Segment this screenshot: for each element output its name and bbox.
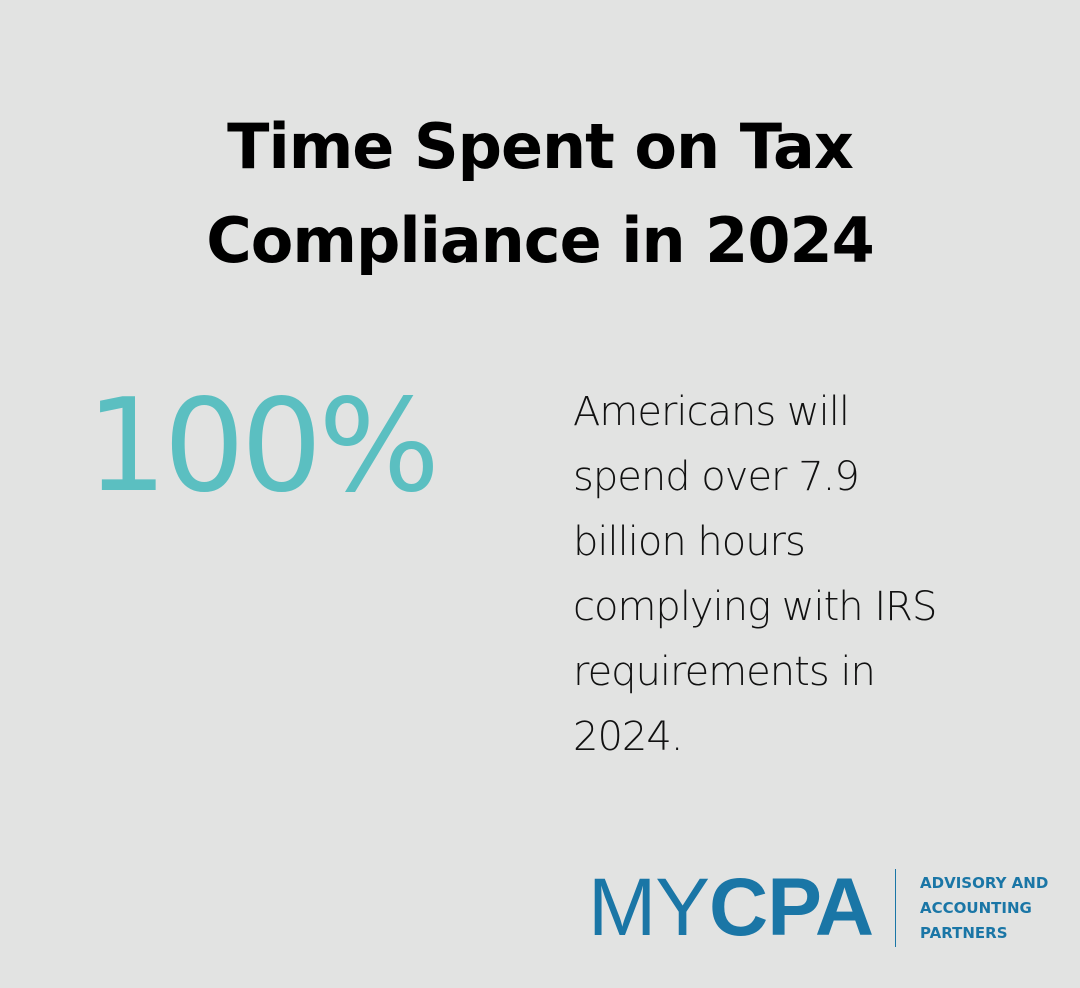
title-line-1: Time Spent on Tax (227, 110, 854, 183)
logo-tagline-line: ACCOUNTING (920, 898, 1032, 917)
description-line: requirements in (573, 649, 876, 695)
logo-tagline: ADVISORY AND ACCOUNTING PARTNERS (920, 871, 1048, 946)
mycpa-logo: MYCPA ADVISORY AND ACCOUNTING PARTNERS (588, 867, 1048, 949)
logo-wordmark: MYCPA (588, 867, 874, 949)
logo-tagline-line: ADVISORY AND (920, 873, 1049, 892)
logo-tagline-line: PARTNERS (920, 923, 1008, 942)
description-line: complying with IRS (573, 584, 937, 630)
logo-divider (895, 869, 897, 947)
title-line-2: Compliance in 2024 (206, 204, 874, 277)
description-line: 2024. (573, 714, 684, 760)
description-line: spend over 7.9 (573, 454, 860, 500)
page-title: Time Spent on Tax Compliance in 2024 (0, 100, 1080, 288)
logo-wordmark-my: MY (588, 862, 710, 953)
description-line: Americans will (573, 389, 850, 435)
stat-value: 100% (86, 372, 440, 521)
stat-description: Americans will spend over 7.9 billion ho… (573, 380, 1033, 770)
description-line: billion hours (573, 519, 806, 565)
logo-wordmark-cpa: CPA (709, 862, 874, 953)
